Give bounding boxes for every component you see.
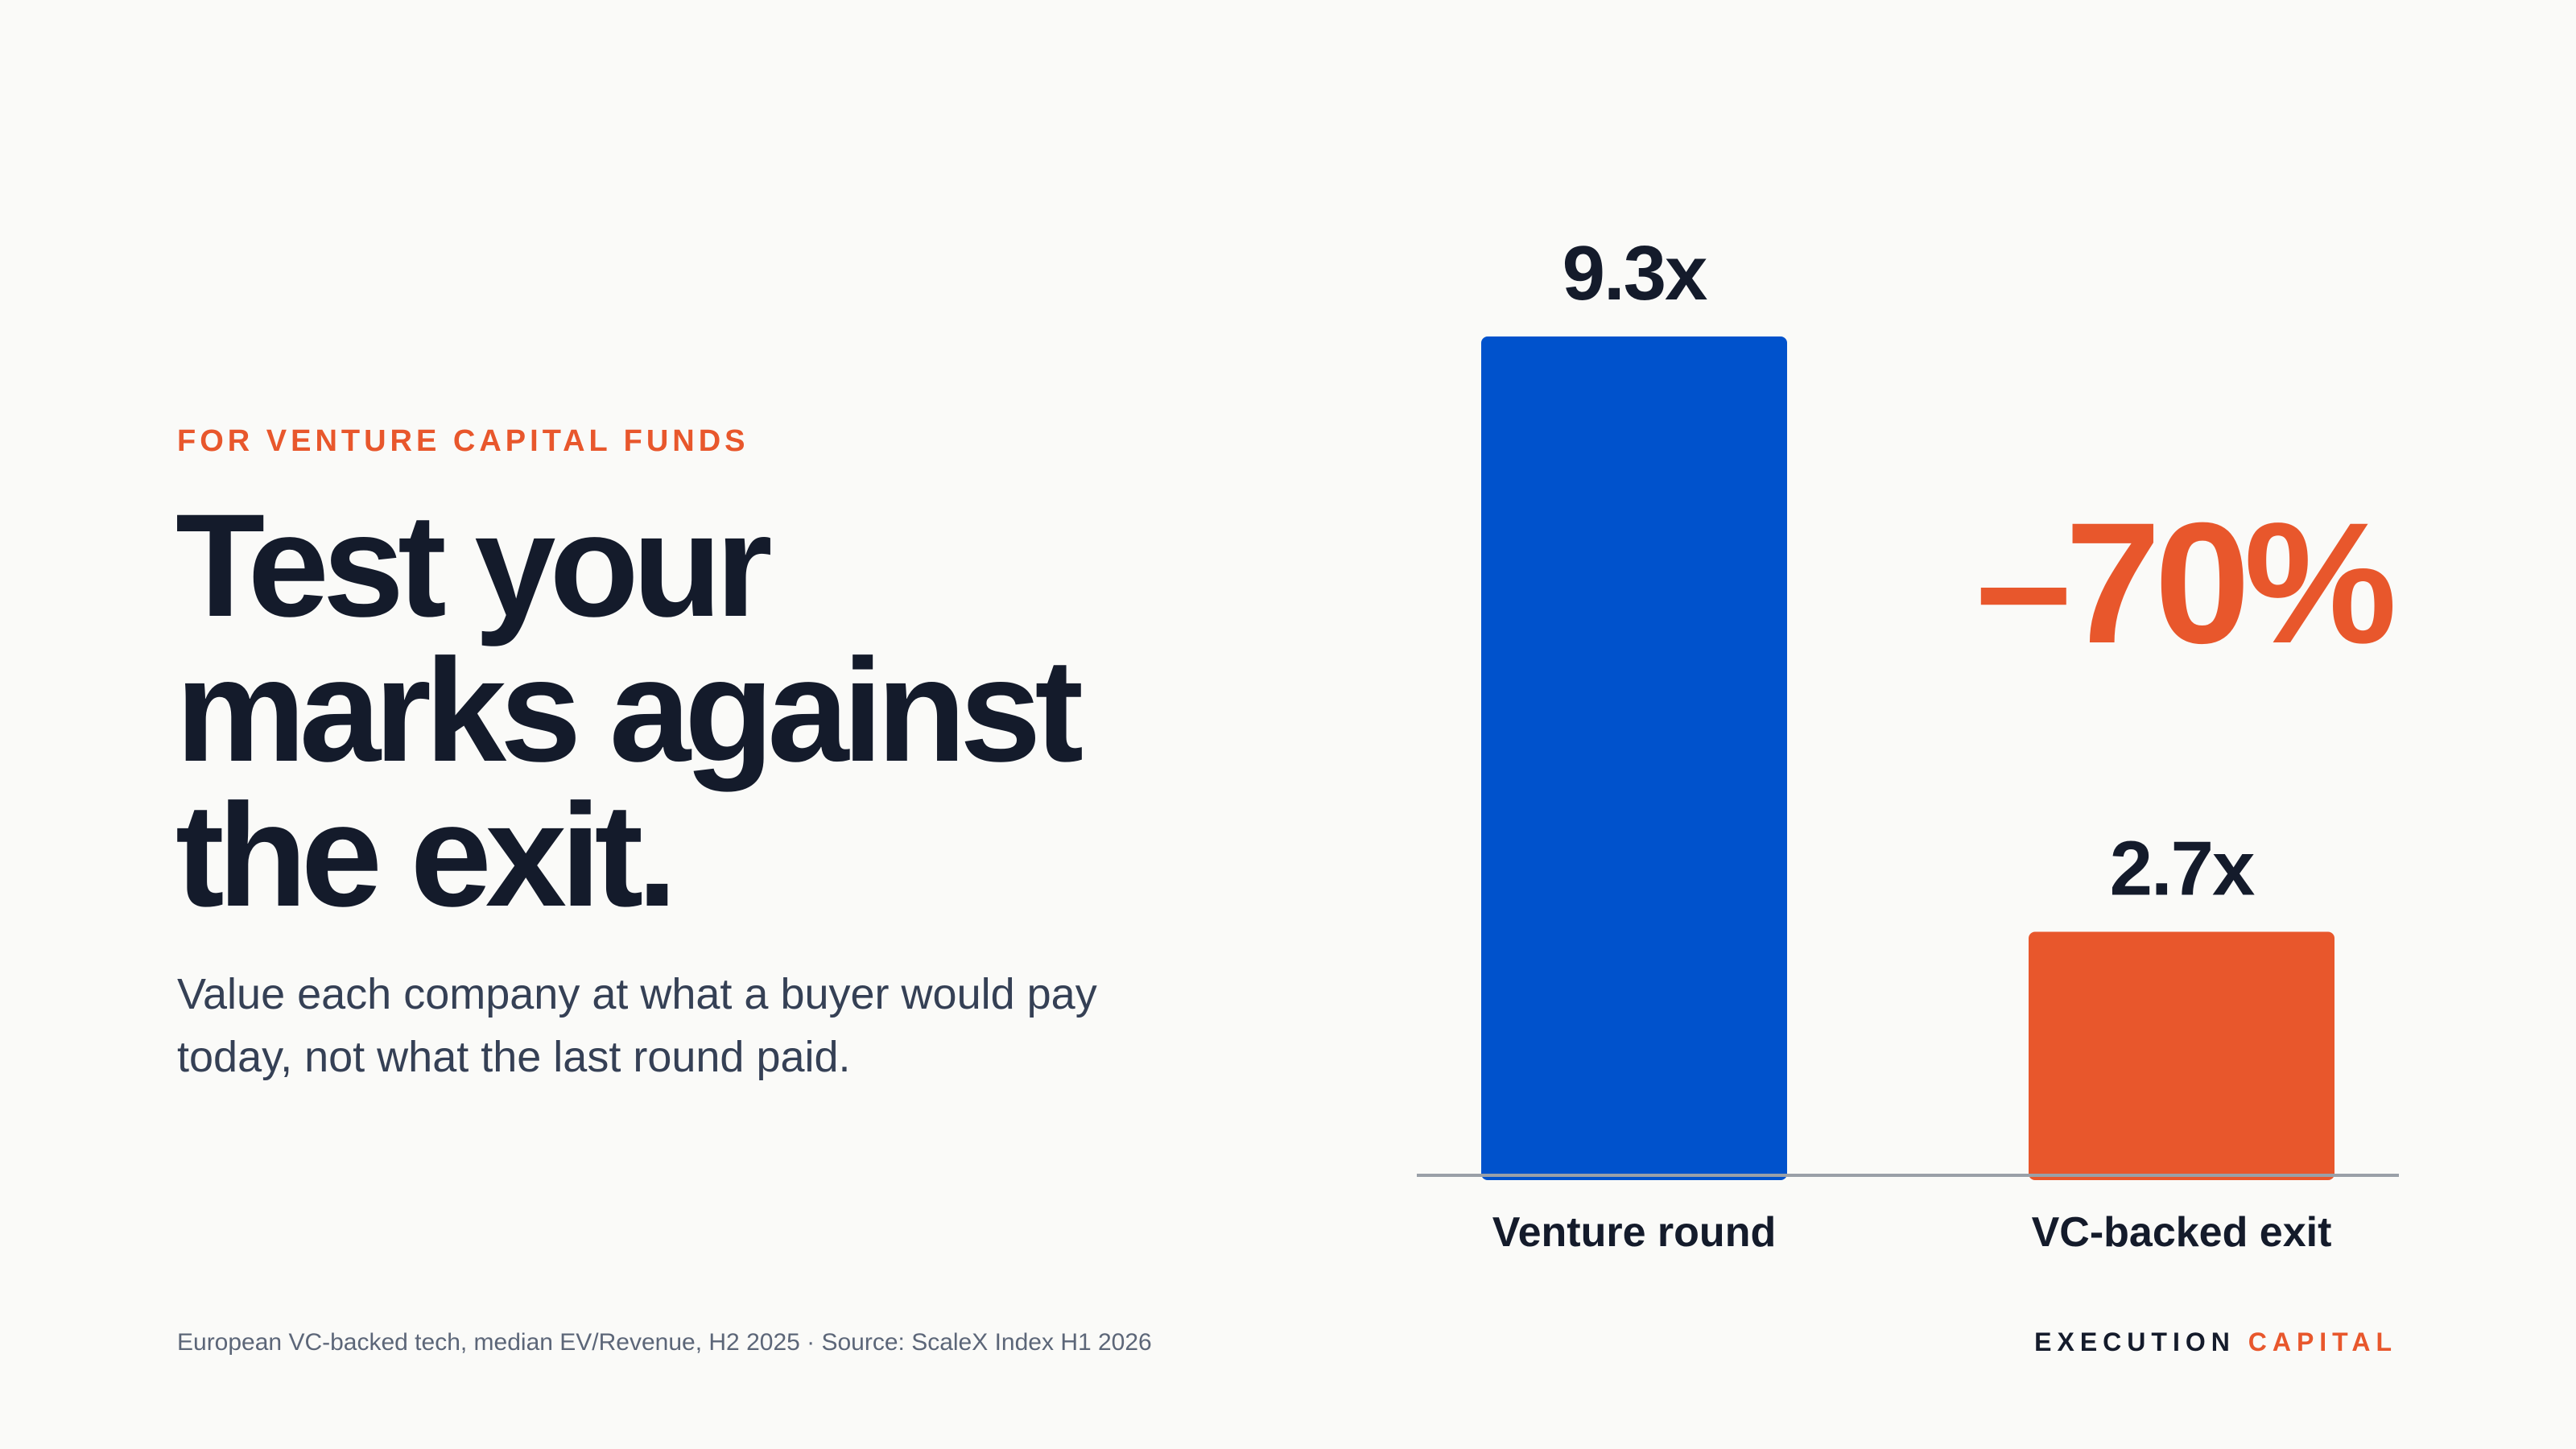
brand-name-part-1: EXECUTION	[2034, 1327, 2235, 1356]
bar-venture-round	[1481, 336, 1787, 1180]
headline-line-2: marks against	[175, 628, 1084, 792]
category-label-venture-round: Venture round	[1492, 1209, 1776, 1256]
brand-logo: EXECUTION CAPITAL	[2034, 1327, 2397, 1357]
subtitle: Value each company at what a buyer would…	[177, 970, 1097, 1081]
brand-name-part-2: CAPITAL	[2248, 1327, 2397, 1356]
bar-vc-backed-exit	[2029, 931, 2334, 1180]
source-footnote: European VC-backed tech, median EV/Reven…	[177, 1329, 1152, 1356]
headline-line-3: the exit.	[175, 773, 678, 937]
category-label-vc-backed-exit: VC-backed exit	[2032, 1209, 2332, 1256]
eyebrow-label: FOR VENTURE CAPITAL FUNDS	[177, 424, 749, 458]
headline: Test your marks against the exit.	[175, 483, 1084, 937]
change-annotation: –70%	[1975, 487, 2392, 679]
headline-line-1: Test your	[175, 483, 773, 647]
value-label-vc-backed-exit: 2.7x	[2110, 825, 2255, 911]
value-label-venture-round: 9.3x	[1563, 230, 1707, 316]
